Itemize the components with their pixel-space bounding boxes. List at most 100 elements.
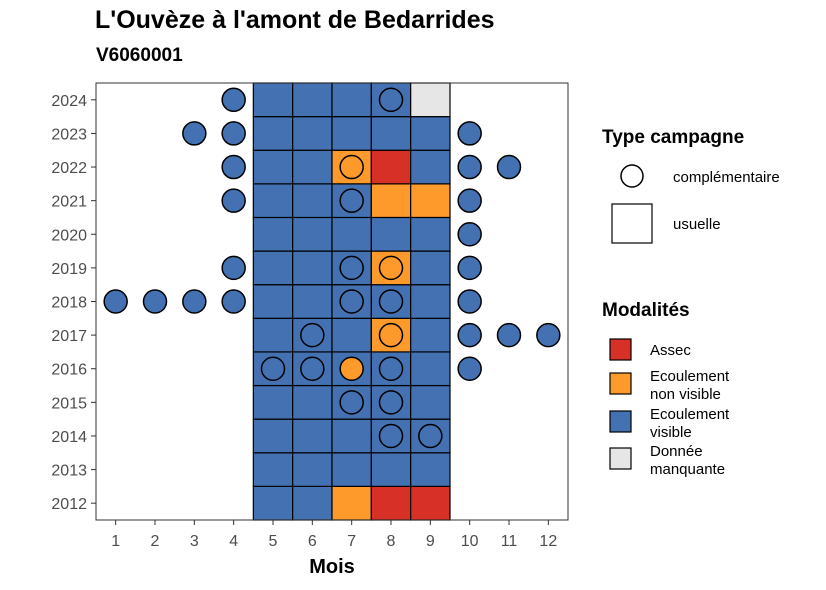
usuelle-tile-2012-6	[292, 485, 333, 521]
complementaire-point-2019-7	[339, 255, 364, 281]
legend-modalites-title: Modalités	[602, 300, 690, 321]
usuelle-tile-2020-6	[292, 216, 333, 252]
y-tick-label-2022: 2022	[51, 160, 87, 177]
complementaire-point-2023-10	[457, 121, 482, 146]
usuelle-tile-2021-5	[252, 183, 294, 219]
complementaire-point-2015-8	[378, 390, 404, 415]
complementaire-point-2018-8	[378, 289, 404, 314]
usuelle-tile-2017-7	[331, 317, 372, 353]
y-tick-label-2018: 2018	[51, 295, 87, 312]
usuelle-tile-2013-8	[370, 452, 412, 487]
usuelle-tile-2021-8	[370, 183, 412, 219]
complementaire-point-2016-5	[260, 356, 286, 381]
y-tick-label-2023: 2023	[51, 126, 87, 143]
y-tick-label-2024: 2024	[51, 93, 87, 110]
usuelle-tile-2012-9	[410, 485, 451, 521]
legend-key-assec	[609, 338, 632, 361]
complementaire-point-2018-10	[457, 289, 482, 314]
usuelle-tile-2016-9	[410, 351, 451, 387]
usuelle-tile-2024-7	[331, 82, 372, 118]
complementaire-point-2024-8	[378, 87, 404, 113]
complementaire-point-2021-10	[457, 188, 482, 213]
x-axis-title: Mois	[309, 556, 355, 578]
usuelle-tile-2014-6	[292, 418, 333, 454]
usuelle-tile-2014-7	[331, 418, 372, 454]
usuelle-tile-2020-5	[252, 216, 294, 252]
y-tick-label-2019: 2019	[51, 261, 87, 278]
complementaire-point-2022-10	[457, 154, 482, 180]
complementaire-point-2018-1	[103, 289, 128, 314]
usuelle-tile-2015-9	[410, 384, 451, 420]
legend-key-ecoulement_non_visible	[609, 372, 632, 395]
legend-type-title: Type campagne	[602, 127, 744, 148]
usuelle-tile-2022-5	[252, 149, 294, 185]
complementaire-point-2016-8	[378, 356, 404, 381]
complementaire-point-2019-8	[378, 255, 404, 281]
y-tick-label-2012: 2012	[51, 496, 87, 513]
usuelle-tile-2013-5	[252, 452, 294, 487]
usuelle-tile-2024-5	[252, 82, 294, 118]
legend-label-assec: Assec	[650, 342, 691, 359]
usuelle-tile-2024-9	[410, 82, 451, 118]
x-tick-label-3: 3	[190, 533, 199, 550]
legend-key-complementaire	[620, 164, 644, 188]
y-tick-label-2014: 2014	[51, 429, 87, 446]
y-axis: 2012 2013 2014 2015 2016 2017 2018 2019 2020 2021…	[51, 93, 96, 513]
complementaire-point-2023-3	[182, 121, 207, 146]
usuelle-tile-2023-9	[410, 116, 451, 151]
usuelle-tile-2018-6	[292, 284, 333, 319]
complementaire-point-2022-11	[496, 154, 522, 180]
x-tick-label-7: 7	[347, 533, 356, 550]
complementaire-point-2021-4	[221, 188, 246, 213]
complementaire-point-2022-4	[221, 154, 246, 180]
usuelle-tile-2012-7	[331, 485, 372, 521]
x-axis: 1 2 3 4 5 6 7 8 9 10 11 12	[111, 520, 557, 550]
complementaire-point-2017-11	[496, 322, 522, 348]
usuelle-tile-2012-5	[252, 485, 294, 521]
x-tick-label-2: 2	[151, 533, 160, 550]
complementaire-point-2016-6	[300, 356, 325, 381]
complementaire-points	[103, 87, 561, 449]
complementaire-point-2016-10	[457, 356, 482, 381]
usuelle-tile-2020-9	[410, 216, 451, 252]
complementaire-point-2019-4	[221, 255, 246, 281]
legend-label-ecoulement_non_visible: Ecoulement non visible	[650, 368, 730, 403]
complementaire-point-2017-12	[536, 322, 561, 348]
complementaire-point-2017-6	[300, 322, 325, 348]
usuelle-tile-2023-5	[252, 116, 294, 151]
usuelle-tile-2020-7	[331, 216, 372, 252]
legend-key-usuelle	[611, 203, 653, 244]
complementaire-point-2018-3	[182, 289, 207, 314]
y-tick-label-2020: 2020	[51, 227, 87, 244]
complementaire-point-2018-7	[339, 289, 364, 314]
complementaire-point-2018-4	[221, 289, 246, 314]
usuelle-tile-2019-6	[292, 250, 333, 286]
usuelle-tile-2018-5	[252, 284, 294, 319]
usuelle-tile-2020-8	[370, 216, 412, 252]
usuelle-tile-2022-8	[370, 149, 412, 185]
usuelle-tile-2013-6	[292, 452, 333, 487]
x-tick-label-8: 8	[387, 533, 396, 550]
complementaire-point-2020-10	[457, 222, 482, 247]
usuelle-tile-2017-9	[410, 317, 451, 353]
chart-subtitle: V6060001	[96, 45, 183, 66]
complementaire-point-2018-2	[142, 289, 168, 314]
usuelle-tile-2022-9	[410, 149, 451, 185]
x-tick-label-9: 9	[426, 533, 435, 550]
x-tick-label-5: 5	[269, 533, 278, 550]
legend-key-donnee_manquante	[609, 447, 632, 470]
usuelle-tile-2023-6	[292, 116, 333, 151]
usuelle-tile-2015-5	[252, 384, 294, 420]
y-tick-label-2015: 2015	[51, 395, 87, 412]
x-tick-label-1: 1	[111, 533, 120, 550]
complementaire-point-2021-7	[339, 188, 364, 213]
legend: Type campagne complémentaire usuelle Modali…	[602, 127, 780, 478]
y-tick-label-2016: 2016	[51, 362, 87, 379]
chart-title: L'Ouvèze à l'amont de Bedarrides	[95, 6, 495, 34]
x-tick-label-6: 6	[308, 533, 317, 550]
usuelle-tile-2014-5	[252, 418, 294, 454]
x-tick-label-4: 4	[229, 533, 238, 550]
usuelle-tile-2021-9	[410, 183, 451, 219]
x-tick-label-12: 12	[539, 533, 557, 550]
